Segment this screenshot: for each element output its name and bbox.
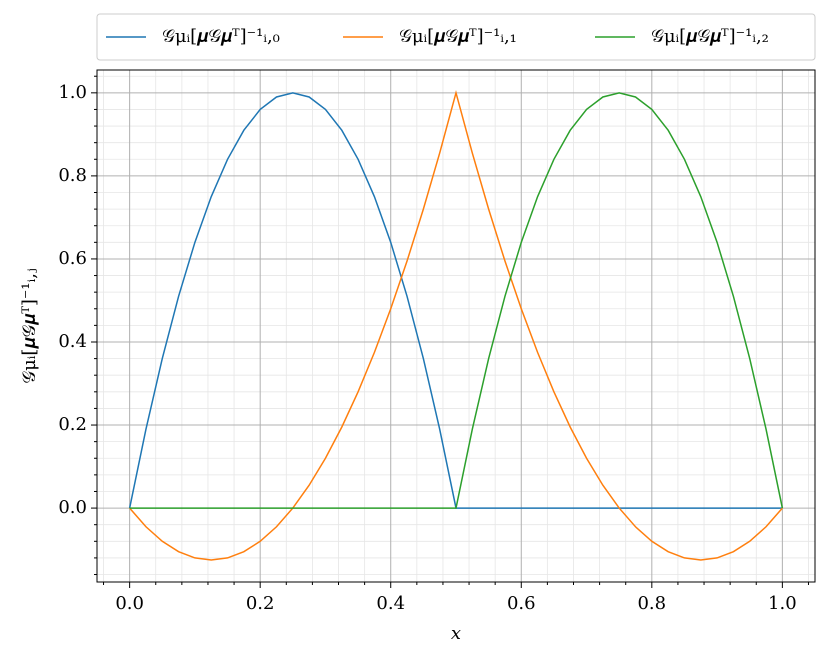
legend-label: 𝒢μᵢ[𝝁𝒢𝝁ᵀ]⁻¹ᵢ,₂: [651, 26, 769, 47]
x-tick-label: 0.0: [115, 593, 144, 614]
x-tick-label: 0.2: [246, 593, 275, 614]
legend-label: 𝒢μᵢ[𝝁𝒢𝝁ᵀ]⁻¹ᵢ,₀: [162, 26, 280, 47]
legend-label: 𝒢μᵢ[𝝁𝒢𝝁ᵀ]⁻¹ᵢ,₁: [399, 26, 517, 47]
y-tick-label: 1.0: [58, 82, 87, 103]
y-axis-label: 𝒢μᵢ[𝝁𝒢𝝁ᵀ]⁻¹ᵢ,ⱼ: [19, 268, 40, 383]
x-tick-label: 1.0: [768, 593, 797, 614]
x-tick-label: 0.6: [507, 593, 536, 614]
line-series: [128, 92, 783, 509]
x-tick-label: 0.4: [376, 593, 405, 614]
legend-box: [96, 13, 816, 61]
y-tick-label: 0.0: [58, 497, 87, 518]
y-tick-label: 0.2: [58, 414, 87, 435]
plot-frame: [96, 69, 816, 583]
line-series: [129, 92, 784, 509]
x-axis-label: x: [451, 623, 461, 644]
y-tick-label: 0.4: [58, 331, 87, 352]
line-series: [129, 89, 783, 561]
y-tick-label: 0.6: [58, 248, 87, 269]
y-tick-label: 0.8: [58, 165, 87, 186]
x-tick-label: 0.8: [637, 593, 666, 614]
